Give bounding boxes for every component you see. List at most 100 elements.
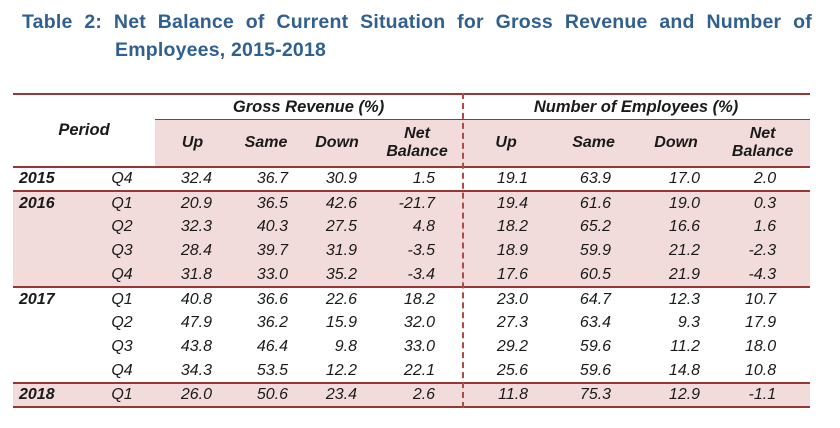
gr-down-cell: 27.5 (302, 215, 373, 239)
table-row: Q4 31.8 33.0 35.2 -3.4 17.6 60.5 21.9 -4.3 (13, 263, 811, 287)
noe-net-balance-cell: -1.1 (715, 382, 811, 408)
table-row: Q3 43.8 46.4 9.8 33.0 29.2 59.6 11.2 18.0 (13, 335, 810, 359)
noe-down-cell: 12.3 (637, 286, 716, 311)
gr-same-header: Same (230, 119, 303, 167)
noe-same-cell: 59.6 (579, 338, 612, 355)
noe-up-cell: 19.4 (462, 190, 551, 215)
noe-net-balance-header: Net Balance (715, 119, 811, 167)
table-title: Table 2: Net Balance of Current Situatio… (22, 8, 812, 64)
noe-up-cell: 18.9 (462, 239, 551, 263)
table-title-line2: Employees, 2015-2018 (115, 39, 327, 61)
quarter-cell: Q1 (105, 286, 156, 311)
gr-net-balance-cell: 1.5 (372, 166, 463, 191)
quarter-cell: Q4 (105, 263, 156, 287)
year-cell (13, 215, 105, 239)
table-row: 2017 Q1 40.8 36.6 22.6 18.2 23.0 64.7 12.3 10.7 (13, 286, 811, 311)
gr-up-cell: 28.4 (155, 239, 231, 263)
noe-up-cell: 29.2 (496, 338, 529, 355)
noe-same-cell: 59.6 (579, 361, 612, 379)
table-row: Q3 28.4 39.7 31.9 -3.5 18.9 59.9 21.2 -2.3 (13, 239, 811, 263)
year-cell (13, 311, 105, 335)
year-cell (13, 335, 105, 359)
quarter-cell: Q3 (105, 239, 156, 263)
period-header: Period (13, 93, 156, 167)
noe-net-balance-cell: 0.3 (715, 190, 811, 215)
gr-down-cell: 42.6 (302, 190, 373, 215)
gr-same-cell: 39.7 (230, 239, 303, 263)
noe-down-cell: 21.9 (637, 263, 716, 287)
gr-same-cell: 46.4 (256, 338, 289, 355)
quarter-cell: Q2 (105, 215, 156, 239)
gr-down-cell: 31.9 (302, 239, 373, 263)
gr-down-cell: 22.6 (302, 286, 373, 311)
noe-down-cell: 9.3 (677, 314, 701, 331)
sub-header-row: Up Same Down Net Balance Up Same Down Ne… (13, 119, 811, 167)
noe-same-cell: 60.5 (550, 263, 638, 287)
noe-down-cell: 11.2 (670, 338, 701, 355)
gr-net-balance-cell: 18.2 (372, 286, 463, 311)
gr-down-cell: 30.9 (302, 166, 373, 191)
gr-up-cell: 40.8 (155, 286, 231, 311)
table-title-line1: Table 2: Net Balance of Current Situatio… (22, 11, 812, 33)
year-cell: 2017 (13, 286, 105, 311)
gr-net-balance-cell: 4.8 (372, 215, 463, 239)
gr-down-cell: 12.2 (325, 361, 358, 379)
noe-net-balance-cell: -2.3 (715, 239, 811, 263)
employees-group-header: Number of Employees (%) (462, 93, 811, 120)
table-row: 2016 Q1 20.9 36.5 42.6 -21.7 19.4 61.6 19.0 0.3 (13, 190, 811, 215)
noe-same-cell: 63.4 (579, 314, 612, 331)
gr-down-cell: 23.4 (302, 382, 373, 408)
gr-net-balance-header: Net Balance (372, 119, 463, 167)
year-cell: 2015 (13, 166, 105, 191)
noe-same-cell: 64.7 (550, 286, 638, 311)
gr-net-balance-cell: -21.7 (372, 190, 463, 215)
table-row: 2018 Q1 26.0 50.6 23.4 2.6 11.8 75.3 12.9 -1.1 (13, 382, 811, 408)
noe-net-balance-cell: 1.6 (715, 215, 811, 239)
gr-net-balance-cell: -3.4 (372, 263, 463, 287)
noe-net-balance-cell: 18.0 (744, 338, 777, 355)
noe-down-cell: 16.6 (637, 215, 716, 239)
table-row: Q2 32.3 40.3 27.5 4.8 18.2 65.2 16.6 1.6 (13, 215, 811, 239)
gr-same-cell: 50.6 (230, 382, 303, 408)
year-cell (13, 239, 105, 263)
noe-up-cell: 27.3 (496, 314, 529, 331)
quarter-cell: Q4 (111, 361, 133, 379)
gr-up-cell: 20.9 (155, 190, 231, 215)
gr-same-cell: 40.3 (230, 215, 303, 239)
year-cell: 2018 (13, 382, 105, 408)
gr-up-cell: 32.3 (155, 215, 231, 239)
year-cell (13, 359, 105, 383)
gr-up-cell: 31.8 (155, 263, 231, 287)
noe-same-cell: 63.9 (550, 166, 638, 191)
gr-down-cell: 35.2 (302, 263, 373, 287)
noe-same-header: Same (550, 119, 638, 167)
gr-net-balance-cell: 32.0 (403, 314, 436, 331)
noe-up-cell: 25.6 (496, 361, 529, 379)
noe-up-header: Up (462, 119, 551, 167)
noe-same-cell: 61.6 (550, 190, 638, 215)
gr-up-cell: 34.3 (180, 361, 213, 379)
table-body: 2015 Q4 32.4 36.7 30.9 1.5 19.1 63.9 17.0 2.0 2016… (13, 166, 811, 408)
noe-up-cell: 17.6 (462, 263, 551, 287)
noe-down-cell: 12.9 (637, 382, 716, 408)
gr-down-header: Down (302, 119, 373, 167)
gr-down-cell: 9.8 (334, 338, 358, 355)
noe-net-balance-cell: 10.7 (715, 286, 811, 311)
table-row: 2015 Q4 32.4 36.7 30.9 1.5 19.1 63.9 17.0 2.0 (13, 166, 811, 191)
quarter-cell: Q3 (111, 338, 133, 355)
gr-same-cell: 36.6 (230, 286, 303, 311)
noe-down-header: Down (637, 119, 716, 167)
gr-up-header: Up (155, 119, 231, 167)
table-row: Q4 34.3 53.5 12.2 22.1 25.6 59.6 14.8 10.8 (13, 359, 810, 383)
noe-same-cell: 59.9 (550, 239, 638, 263)
noe-down-cell: 21.2 (637, 239, 716, 263)
quarter-cell: Q2 (111, 314, 133, 331)
table-row: Q2 47.9 36.2 15.9 32.0 27.3 63.4 9.3 17.9 (13, 311, 810, 335)
gr-down-cell: 15.9 (325, 314, 358, 331)
noe-down-cell: 19.0 (637, 190, 716, 215)
group-header-row: Period Gross Revenue (%) Number of Emplo… (13, 93, 811, 167)
noe-net-balance-cell: 2.0 (715, 166, 811, 191)
data-table-wrapper: Period Gross Revenue (%) Number of Emplo… (13, 93, 811, 408)
quarter-cell: Q1 (105, 382, 156, 408)
